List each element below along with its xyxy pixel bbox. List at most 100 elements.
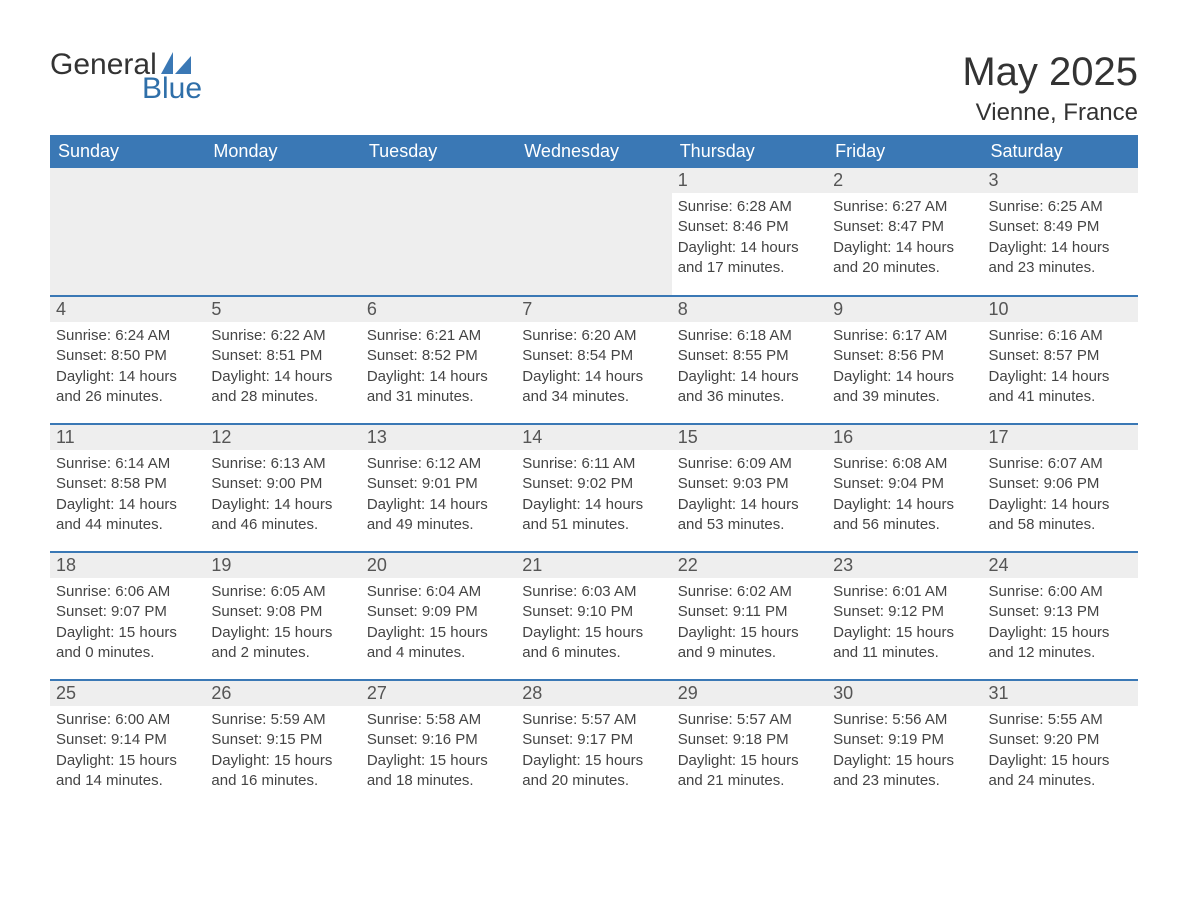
logo: General Blue <box>50 50 202 104</box>
calendar-empty-cell <box>205 168 360 296</box>
day-sunset: Sunset: 9:11 PM <box>678 602 821 622</box>
day-number: 3 <box>983 168 1138 193</box>
day-number: 30 <box>827 681 982 706</box>
day-sunset: Sunset: 9:14 PM <box>56 730 199 750</box>
calendar-day-cell: 10Sunrise: 6:16 AMSunset: 8:57 PMDayligh… <box>983 296 1138 424</box>
day-info: Sunrise: 6:28 AMSunset: 8:46 PMDaylight:… <box>672 193 827 286</box>
day-daylight: Daylight: 15 hours and 18 minutes. <box>367 751 510 792</box>
day-sunrise: Sunrise: 6:27 AM <box>833 197 976 217</box>
day-sunset: Sunset: 8:54 PM <box>522 346 665 366</box>
day-info: Sunrise: 6:00 AMSunset: 9:14 PMDaylight:… <box>50 706 205 799</box>
day-sunset: Sunset: 9:17 PM <box>522 730 665 750</box>
weekday-header: Monday <box>205 135 360 168</box>
day-info: Sunrise: 6:22 AMSunset: 8:51 PMDaylight:… <box>205 322 360 415</box>
day-daylight: Daylight: 15 hours and 23 minutes. <box>833 751 976 792</box>
day-daylight: Daylight: 14 hours and 53 minutes. <box>678 495 821 536</box>
day-daylight: Daylight: 14 hours and 26 minutes. <box>56 367 199 408</box>
day-daylight: Daylight: 15 hours and 4 minutes. <box>367 623 510 664</box>
day-daylight: Daylight: 14 hours and 58 minutes. <box>989 495 1132 536</box>
day-number: 13 <box>361 425 516 450</box>
day-info: Sunrise: 6:21 AMSunset: 8:52 PMDaylight:… <box>361 322 516 415</box>
calendar-header-row: SundayMondayTuesdayWednesdayThursdayFrid… <box>50 135 1138 168</box>
day-sunrise: Sunrise: 6:17 AM <box>833 326 976 346</box>
day-sunset: Sunset: 8:55 PM <box>678 346 821 366</box>
day-number: 9 <box>827 297 982 322</box>
calendar-week-row: 1Sunrise: 6:28 AMSunset: 8:46 PMDaylight… <box>50 168 1138 296</box>
day-sunset: Sunset: 9:04 PM <box>833 474 976 494</box>
weekday-header: Tuesday <box>361 135 516 168</box>
day-number: 24 <box>983 553 1138 578</box>
day-info: Sunrise: 6:06 AMSunset: 9:07 PMDaylight:… <box>50 578 205 671</box>
day-sunrise: Sunrise: 6:00 AM <box>989 582 1132 602</box>
day-sunrise: Sunrise: 6:21 AM <box>367 326 510 346</box>
day-sunset: Sunset: 9:19 PM <box>833 730 976 750</box>
day-sunset: Sunset: 9:02 PM <box>522 474 665 494</box>
day-sunset: Sunset: 9:15 PM <box>211 730 354 750</box>
calendar-day-cell: 13Sunrise: 6:12 AMSunset: 9:01 PMDayligh… <box>361 424 516 552</box>
day-info: Sunrise: 5:57 AMSunset: 9:17 PMDaylight:… <box>516 706 671 799</box>
day-info: Sunrise: 5:58 AMSunset: 9:16 PMDaylight:… <box>361 706 516 799</box>
day-sunrise: Sunrise: 6:11 AM <box>522 454 665 474</box>
day-info: Sunrise: 6:05 AMSunset: 9:08 PMDaylight:… <box>205 578 360 671</box>
calendar-day-cell: 5Sunrise: 6:22 AMSunset: 8:51 PMDaylight… <box>205 296 360 424</box>
calendar-day-cell: 25Sunrise: 6:00 AMSunset: 9:14 PMDayligh… <box>50 680 205 808</box>
day-number: 4 <box>50 297 205 322</box>
day-daylight: Daylight: 14 hours and 20 minutes. <box>833 238 976 279</box>
day-daylight: Daylight: 15 hours and 21 minutes. <box>678 751 821 792</box>
title-month: May 2025 <box>962 50 1138 95</box>
day-number: 15 <box>672 425 827 450</box>
day-info: Sunrise: 6:25 AMSunset: 8:49 PMDaylight:… <box>983 193 1138 286</box>
calendar-day-cell: 31Sunrise: 5:55 AMSunset: 9:20 PMDayligh… <box>983 680 1138 808</box>
day-sunrise: Sunrise: 6:22 AM <box>211 326 354 346</box>
day-daylight: Daylight: 14 hours and 17 minutes. <box>678 238 821 279</box>
day-daylight: Daylight: 14 hours and 23 minutes. <box>989 238 1132 279</box>
calendar-day-cell: 18Sunrise: 6:06 AMSunset: 9:07 PMDayligh… <box>50 552 205 680</box>
day-number: 7 <box>516 297 671 322</box>
calendar-week-row: 25Sunrise: 6:00 AMSunset: 9:14 PMDayligh… <box>50 680 1138 808</box>
day-sunrise: Sunrise: 6:05 AM <box>211 582 354 602</box>
day-sunrise: Sunrise: 6:06 AM <box>56 582 199 602</box>
day-info: Sunrise: 6:17 AMSunset: 8:56 PMDaylight:… <box>827 322 982 415</box>
day-number: 20 <box>361 553 516 578</box>
day-sunrise: Sunrise: 6:12 AM <box>367 454 510 474</box>
calendar-day-cell: 1Sunrise: 6:28 AMSunset: 8:46 PMDaylight… <box>672 168 827 296</box>
day-info: Sunrise: 5:59 AMSunset: 9:15 PMDaylight:… <box>205 706 360 799</box>
day-sunset: Sunset: 9:01 PM <box>367 474 510 494</box>
weekday-header: Wednesday <box>516 135 671 168</box>
day-sunset: Sunset: 8:49 PM <box>989 217 1132 237</box>
day-number: 21 <box>516 553 671 578</box>
day-sunset: Sunset: 8:46 PM <box>678 217 821 237</box>
day-info: Sunrise: 6:04 AMSunset: 9:09 PMDaylight:… <box>361 578 516 671</box>
calendar-day-cell: 22Sunrise: 6:02 AMSunset: 9:11 PMDayligh… <box>672 552 827 680</box>
title-block: May 2025 Vienne, France <box>962 50 1138 127</box>
day-number: 1 <box>672 168 827 193</box>
weekday-header: Thursday <box>672 135 827 168</box>
page-header: General Blue May 2025 Vienne, France <box>50 50 1138 127</box>
day-sunrise: Sunrise: 6:04 AM <box>367 582 510 602</box>
day-info: Sunrise: 6:00 AMSunset: 9:13 PMDaylight:… <box>983 578 1138 671</box>
day-info: Sunrise: 6:24 AMSunset: 8:50 PMDaylight:… <box>50 322 205 415</box>
day-info: Sunrise: 6:03 AMSunset: 9:10 PMDaylight:… <box>516 578 671 671</box>
day-sunset: Sunset: 8:56 PM <box>833 346 976 366</box>
day-sunrise: Sunrise: 5:57 AM <box>522 710 665 730</box>
day-sunset: Sunset: 9:03 PM <box>678 474 821 494</box>
day-sunrise: Sunrise: 5:59 AM <box>211 710 354 730</box>
calendar-day-cell: 16Sunrise: 6:08 AMSunset: 9:04 PMDayligh… <box>827 424 982 552</box>
day-info: Sunrise: 6:11 AMSunset: 9:02 PMDaylight:… <box>516 450 671 543</box>
day-sunrise: Sunrise: 6:18 AM <box>678 326 821 346</box>
day-daylight: Daylight: 15 hours and 14 minutes. <box>56 751 199 792</box>
day-sunrise: Sunrise: 6:28 AM <box>678 197 821 217</box>
day-sunset: Sunset: 9:16 PM <box>367 730 510 750</box>
day-info: Sunrise: 5:56 AMSunset: 9:19 PMDaylight:… <box>827 706 982 799</box>
day-sunset: Sunset: 8:47 PM <box>833 217 976 237</box>
day-sunset: Sunset: 9:07 PM <box>56 602 199 622</box>
weekday-header: Friday <box>827 135 982 168</box>
calendar-day-cell: 19Sunrise: 6:05 AMSunset: 9:08 PMDayligh… <box>205 552 360 680</box>
day-number: 28 <box>516 681 671 706</box>
day-sunrise: Sunrise: 5:57 AM <box>678 710 821 730</box>
day-info: Sunrise: 6:01 AMSunset: 9:12 PMDaylight:… <box>827 578 982 671</box>
day-number: 19 <box>205 553 360 578</box>
calendar-week-row: 4Sunrise: 6:24 AMSunset: 8:50 PMDaylight… <box>50 296 1138 424</box>
calendar-empty-cell <box>361 168 516 296</box>
day-sunrise: Sunrise: 6:09 AM <box>678 454 821 474</box>
